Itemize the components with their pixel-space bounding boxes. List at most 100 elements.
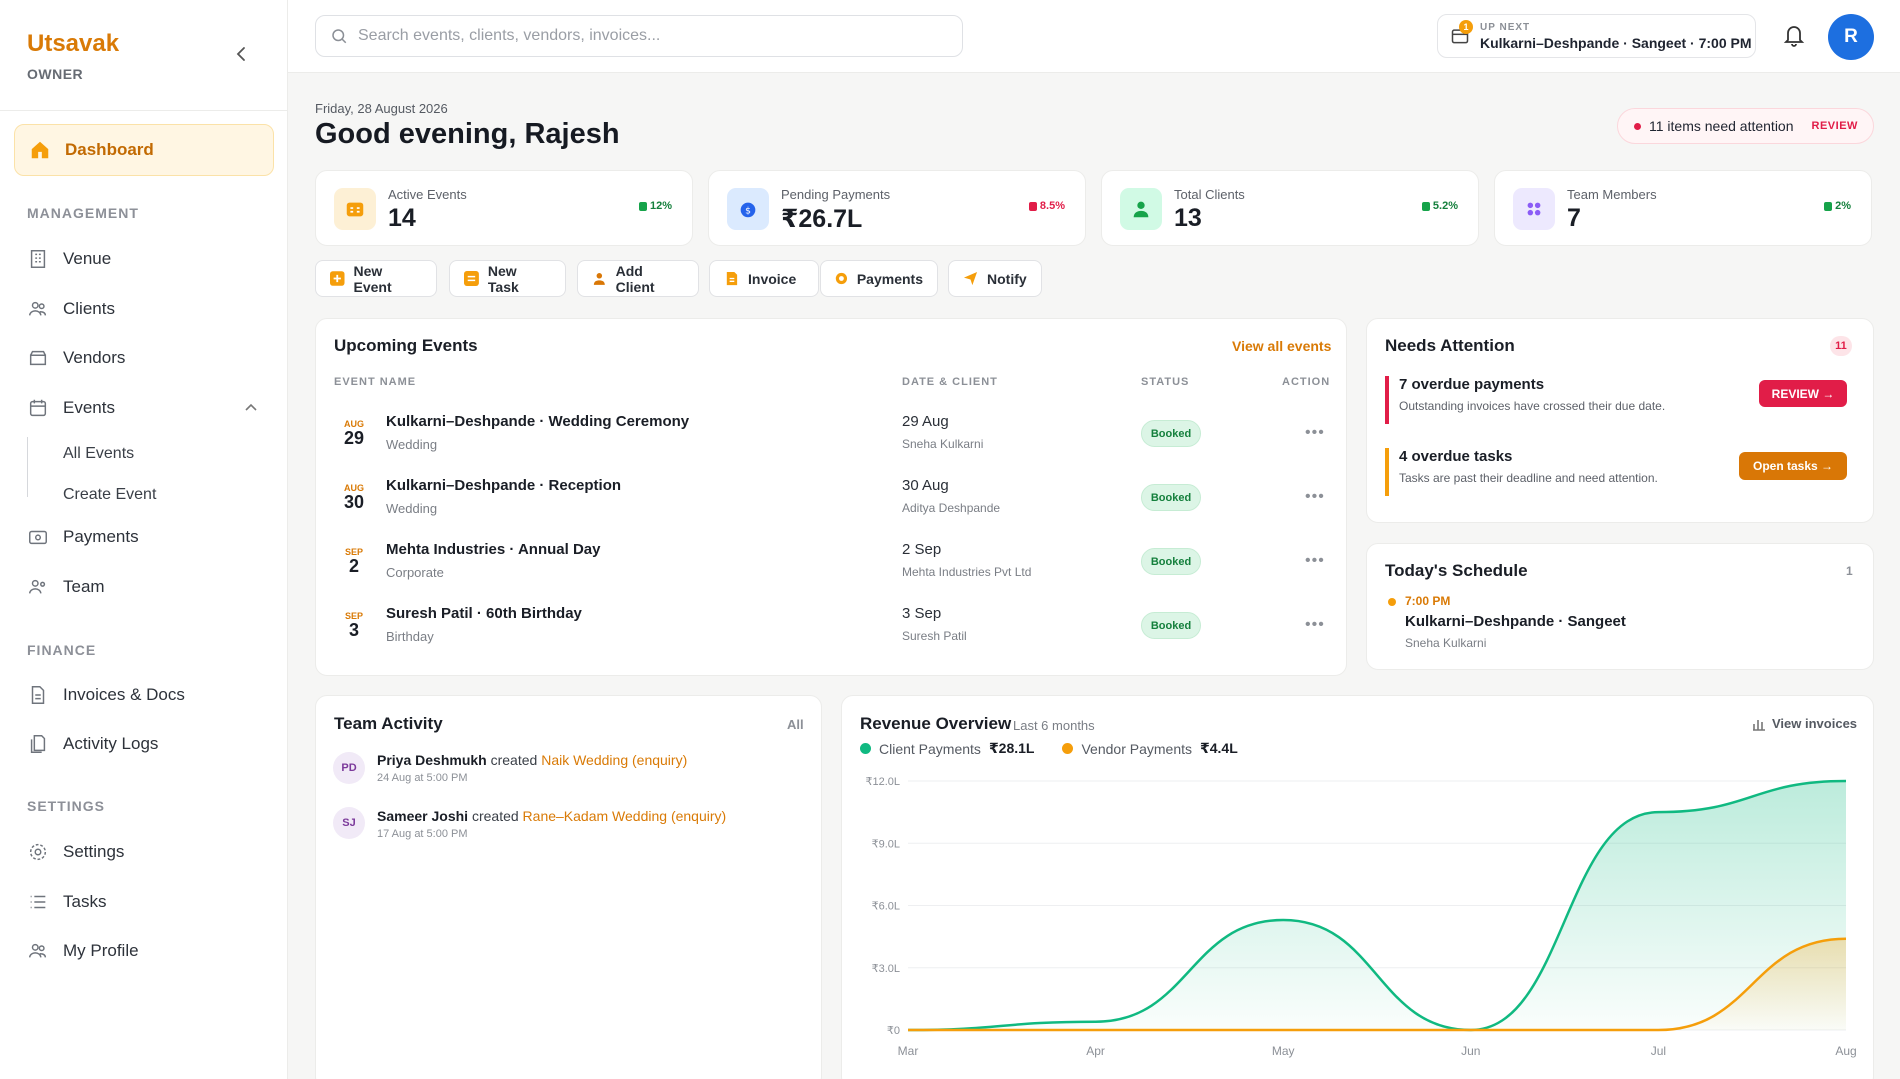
new-event-button[interactable]: New Event [315, 260, 437, 297]
event-name[interactable]: Suresh Patil · 60th Birthday [386, 605, 582, 622]
nav-vendors[interactable]: Vendors [27, 342, 125, 374]
nav-all-events[interactable]: All Events [63, 445, 135, 462]
plus-icon [330, 271, 345, 286]
stat-value: 7 [1567, 204, 1581, 232]
nav-clients[interactable]: Clients [27, 293, 115, 325]
review-payments-button[interactable]: REVIEW → [1759, 380, 1847, 407]
avatar: SJ [333, 807, 365, 839]
event-name[interactable]: Mehta Industries · Annual Day [386, 541, 601, 558]
nav-venue[interactable]: Venue [27, 243, 111, 275]
search-icon [332, 29, 347, 44]
all-activity-link[interactable]: All [787, 717, 804, 732]
event-name[interactable]: Kulkarni–Deshpande · Reception [386, 477, 622, 494]
send-icon [963, 271, 978, 286]
activity-time: 17 Aug at 5:00 PM [377, 828, 468, 840]
nav-label: Vendors [63, 348, 126, 367]
team-activity-card [315, 695, 822, 1079]
todays-schedule-title: Today's Schedule [1385, 561, 1528, 580]
event-date-badge: SEP 2 [333, 547, 375, 575]
search-box[interactable] [315, 15, 963, 57]
add-client-button[interactable]: Add Client [577, 260, 699, 297]
upcoming-events-title: Upcoming Events [334, 336, 478, 355]
activity-line: Priya Deshmukh created Naik Wedding (enq… [377, 752, 687, 768]
open-tasks-button[interactable]: Open tasks → [1739, 452, 1847, 480]
nav-settings[interactable]: Settings [27, 836, 124, 868]
nav-team[interactable]: Team [27, 571, 105, 603]
attention-review-link[interactable]: REVIEW [1811, 120, 1858, 132]
action-label: Invoice [748, 270, 797, 287]
collapse-sidebar-button[interactable] [232, 44, 250, 64]
stat-change-value: 12% [649, 200, 672, 212]
more-actions-icon[interactable]: ••• [1305, 552, 1325, 569]
stat-total-clients[interactable]: Total Clients 13 5.2% [1101, 170, 1479, 246]
avatar[interactable]: R [1828, 14, 1874, 60]
nav-tasks[interactable]: Tasks [27, 886, 106, 918]
event-date: 29 Aug [902, 413, 949, 430]
status-badge: Booked [1141, 484, 1201, 511]
nav-invoices[interactable]: Invoices & Docs [27, 679, 185, 711]
chevron-left-icon [236, 47, 245, 61]
view-invoices-link[interactable]: View invoices [1752, 716, 1857, 731]
event-day: 2 [348, 556, 359, 576]
nav-events[interactable]: Events [27, 392, 115, 424]
event-type: Wedding [386, 501, 438, 516]
y-tick-label: ₹9.0L [872, 838, 900, 850]
event-client: Aditya Deshpande [902, 501, 1001, 515]
sidebar: Utsavak OWNER Dashboard MANAGEMENT Venue… [0, 0, 288, 1079]
nav-activity-logs[interactable]: Activity Logs [27, 728, 158, 760]
legend-dot-vendor [1062, 743, 1074, 754]
activity-verb: created [471, 808, 519, 824]
section-settings: SETTINGS [27, 798, 106, 814]
notify-button[interactable]: Notify [948, 260, 1042, 297]
attention-count-badge: 11 [1830, 336, 1852, 356]
user-icon [29, 943, 47, 958]
nav-label: Settings [63, 842, 125, 861]
series-line [908, 937, 1847, 1032]
needs-attention-title: Needs Attention [1385, 336, 1515, 355]
activity-target-link[interactable]: Rane–Kadam Wedding (enquiry) [522, 808, 727, 824]
event-name[interactable]: Kulkarni–Deshpande · Wedding Ceremony [386, 413, 690, 430]
stat-value: 13 [1174, 204, 1202, 232]
stat-team-members[interactable]: Team Members 7 2% [1494, 170, 1872, 246]
x-tick-label: May [1272, 1044, 1295, 1058]
stat-label: Team Members [1567, 187, 1657, 202]
invoice-icon [726, 271, 738, 286]
attention-item-title: 4 overdue tasks [1399, 448, 1513, 465]
nav-label: Clients [63, 299, 115, 318]
more-actions-icon[interactable]: ••• [1305, 488, 1325, 505]
bar-chart-icon [1753, 719, 1765, 731]
col-action: ACTION [1282, 376, 1331, 388]
nav-my-profile[interactable]: My Profile [27, 935, 139, 967]
stat-value: 14 [388, 204, 416, 232]
nav-label: Dashboard [65, 140, 154, 159]
notifications-button[interactable] [1782, 22, 1806, 53]
stat-active-events[interactable]: Active Events 14 12% [315, 170, 693, 246]
chevron-up-icon[interactable] [244, 401, 258, 415]
more-actions-icon[interactable]: ••• [1305, 424, 1325, 441]
user-role: OWNER [27, 66, 84, 82]
more-actions-icon[interactable]: ••• [1305, 616, 1325, 633]
payments-button[interactable]: Payments [820, 260, 938, 297]
nav-label: Events [63, 398, 115, 417]
stat-change: 8.5% [1028, 200, 1065, 212]
new-task-button[interactable]: New Task [449, 260, 566, 297]
nav-payments[interactable]: Payments [27, 521, 139, 553]
invoice-button[interactable]: Invoice [709, 260, 819, 297]
nav-create-event[interactable]: Create Event [63, 486, 157, 503]
schedule-event[interactable]: Kulkarni–Deshpande · Sangeet [1405, 613, 1626, 630]
nav-label: Team [63, 577, 105, 596]
stat-value: ₹26.7L [781, 205, 863, 233]
event-month: AUG [344, 419, 364, 429]
attention-pill[interactable]: 11 items need attention REVIEW [1617, 108, 1874, 144]
nav-dashboard[interactable]: Dashboard [14, 124, 274, 176]
event-type: Wedding [386, 437, 438, 452]
bell-icon [1783, 26, 1805, 47]
legend-client-label: Client Payments [879, 740, 981, 757]
stat-pending-payments[interactable]: $ Pending Payments ₹26.7L 8.5% [708, 170, 1086, 246]
view-all-events-link[interactable]: View all events [1232, 338, 1332, 354]
event-day: 30 [343, 492, 365, 512]
search-input[interactable] [358, 27, 918, 45]
activity-target-link[interactable]: Naik Wedding (enquiry) [541, 752, 688, 768]
up-next-widget[interactable]: 1 UP NEXT Kulkarni–Deshpande · Sangeet ·… [1437, 14, 1756, 58]
event-day: 3 [348, 620, 359, 640]
